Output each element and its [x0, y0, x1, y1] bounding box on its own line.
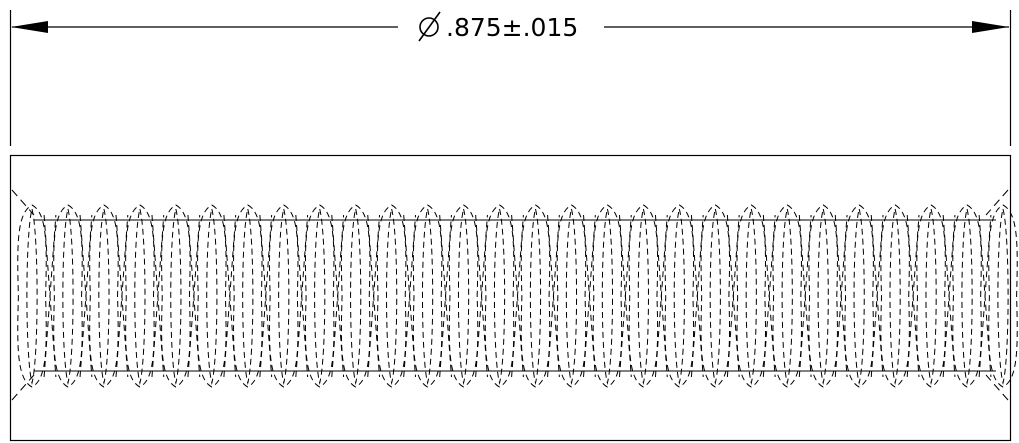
thread-crest	[772, 204, 802, 388]
thread-crest	[304, 204, 335, 388]
thread-inner-line	[457, 207, 470, 385]
thread-inner-line	[565, 207, 578, 385]
thread-inner-line	[493, 207, 506, 385]
thread-inner-line	[386, 207, 398, 385]
thread-helix-line	[870, 214, 884, 378]
thread-helix-line	[151, 214, 165, 378]
thread-helix-line	[79, 214, 93, 378]
thread-helix-line	[726, 214, 740, 378]
thread-crest	[376, 204, 407, 388]
thread-inner-line	[62, 207, 74, 385]
thread-helix-line	[583, 214, 596, 378]
thread-crest	[197, 204, 227, 388]
thread-helix-line	[618, 214, 632, 378]
thread-helix-line	[762, 214, 776, 378]
thread-crest	[556, 204, 587, 388]
thread-helix-line	[115, 214, 129, 378]
thread-helix-line	[259, 214, 273, 378]
thread-helix-line	[690, 214, 704, 378]
thread-inner-line	[529, 207, 542, 385]
arrowhead-left	[11, 21, 48, 33]
diameter-icon	[418, 11, 441, 42]
thread-pattern	[17, 204, 1018, 388]
thread-crest	[700, 204, 731, 388]
thread-crest	[448, 204, 479, 388]
thread-crest	[484, 204, 515, 388]
thread-crest	[233, 204, 263, 388]
thread-helix-line	[834, 214, 848, 378]
thread-crest	[988, 204, 1018, 388]
thread-helix-line	[439, 214, 452, 378]
thread-inner-line	[314, 207, 326, 385]
thread-helix-line	[906, 214, 920, 378]
thread-crest	[952, 204, 982, 388]
thread-inner-line	[421, 207, 434, 385]
thread-helix-line	[187, 214, 201, 378]
thread-helix-line	[547, 214, 560, 378]
thread-helix-line	[223, 214, 237, 378]
thread-inner-line	[817, 207, 829, 385]
thread-inner-line	[637, 207, 649, 385]
thread-crest	[161, 204, 191, 388]
thread-helix-line	[295, 214, 309, 378]
thread-helix-line	[475, 214, 488, 378]
thread-inner-line	[26, 207, 38, 385]
thread-crest	[89, 204, 119, 388]
thread-inner-line	[889, 207, 901, 385]
thread-inner-line	[925, 207, 937, 385]
thread-crest	[736, 204, 766, 388]
thread-crest	[17, 204, 47, 388]
thread-crest	[592, 204, 623, 388]
dimension-value: .875±.015	[446, 13, 578, 42]
thread-crest	[520, 204, 551, 388]
thread-helix-line	[403, 214, 417, 378]
part-outline	[9, 154, 1012, 442]
thread-crest	[125, 204, 155, 388]
thread-inner-line	[781, 207, 793, 385]
chamfer-lines	[11, 189, 1009, 401]
dimension-label: .875±.015	[418, 11, 578, 42]
thread-crest	[916, 204, 946, 388]
thread-inner-line	[853, 207, 865, 385]
thread-inner-line	[997, 207, 1009, 385]
thread-inner-line	[206, 207, 218, 385]
thread-inner-line	[961, 207, 973, 385]
thread-inner-line	[601, 207, 614, 385]
thread-crest	[808, 204, 838, 388]
minor-diameter-lines	[34, 219, 996, 372]
thread-crest	[844, 204, 874, 388]
thread-helix-line	[942, 214, 956, 378]
thread-inner-line	[98, 207, 110, 385]
arrowhead-right	[972, 21, 1009, 33]
thread-inner-line	[709, 207, 721, 385]
thread-crest	[628, 204, 659, 388]
thread-helix-line	[331, 214, 345, 378]
thread-crest	[53, 204, 83, 388]
thread-inner-line	[673, 207, 685, 385]
thread-inner-line	[170, 207, 182, 385]
thread-helix-line	[511, 214, 524, 378]
thread-helix-line	[798, 214, 812, 378]
thread-inner-line	[134, 207, 146, 385]
thread-crest	[412, 204, 443, 388]
thread-crest	[269, 204, 299, 388]
thread-inner-line	[350, 207, 362, 385]
thread-helix-line	[43, 214, 57, 378]
thread-helix-line	[978, 214, 992, 378]
thread-inner-line	[278, 207, 290, 385]
thread-inner-line	[242, 207, 254, 385]
thread-crest	[880, 204, 910, 388]
thread-helix-line	[367, 214, 381, 378]
thread-helix-line	[654, 214, 668, 378]
thread-inner-line	[745, 207, 757, 385]
thread-crest	[664, 204, 695, 388]
thread-crest	[340, 204, 371, 388]
